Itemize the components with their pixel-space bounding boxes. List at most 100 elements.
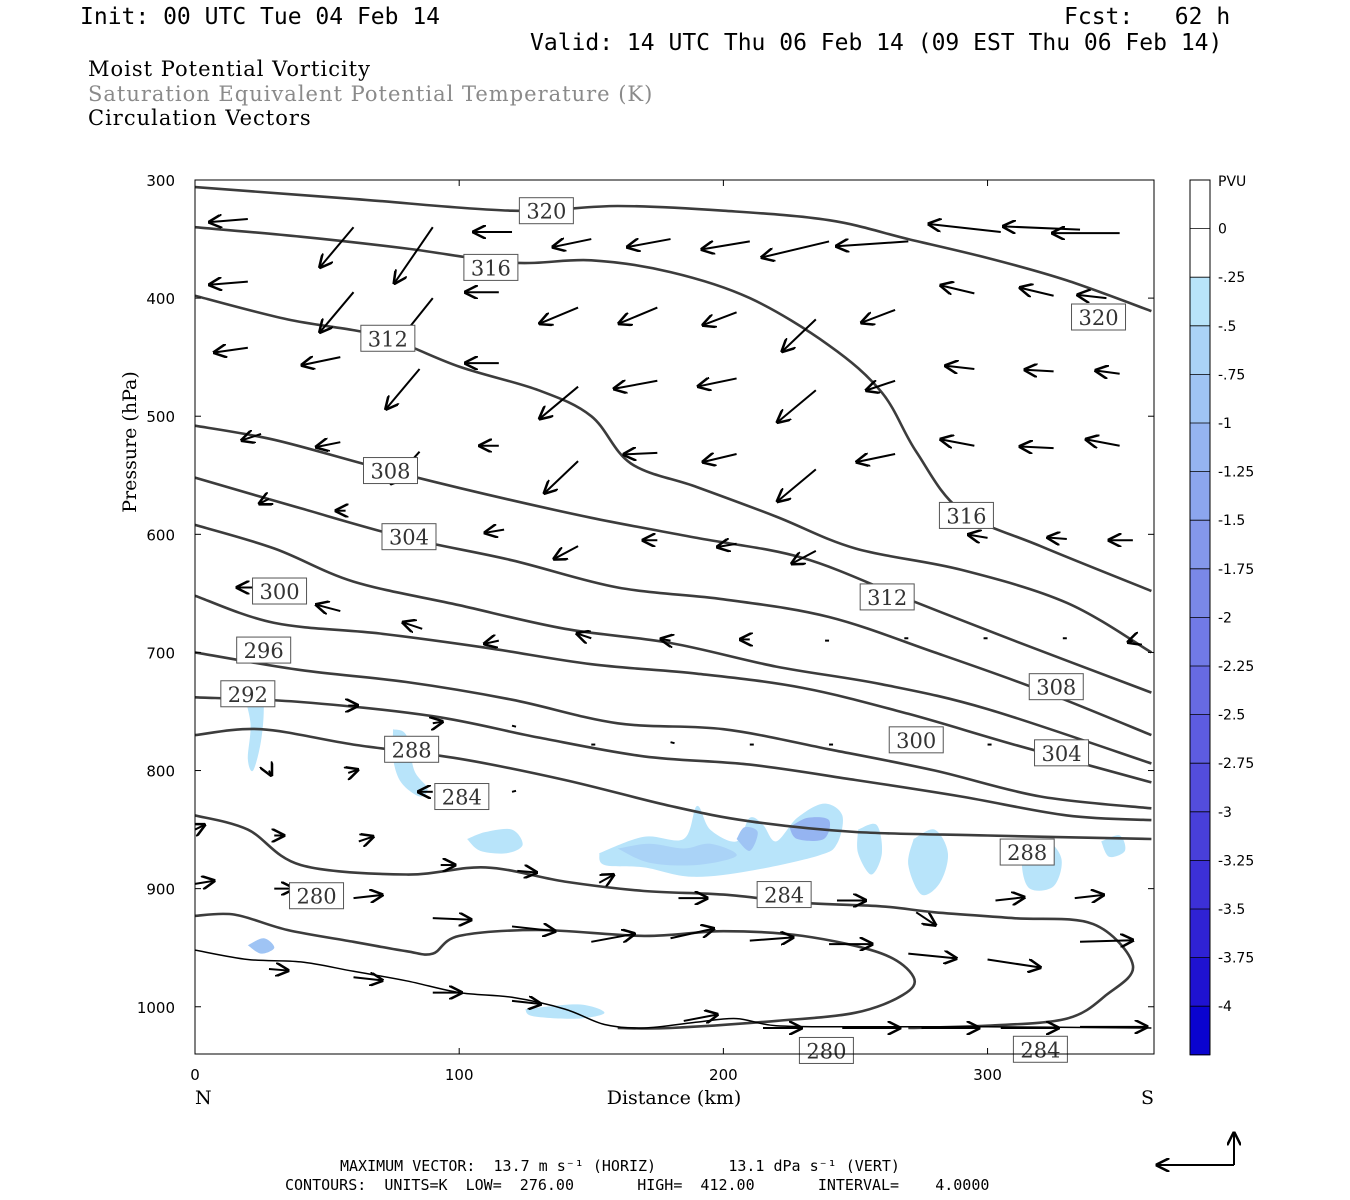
colorbar-segment — [1190, 228, 1210, 278]
contour-label: 312 — [368, 327, 408, 351]
circulation-vector — [1020, 447, 1054, 449]
circulation-vector — [316, 605, 341, 611]
contour-label-box — [888, 726, 944, 754]
contour-label-box — [381, 523, 437, 551]
circulation-vector — [540, 306, 579, 324]
colorbar-segment — [1190, 568, 1210, 618]
max-vector-note: MAXIMUM VECTOR: 13.7 m s⁻¹ (HORIZ) 13.1 … — [340, 1157, 900, 1175]
theta-contour-300 — [195, 523, 1152, 765]
circulation-vector — [259, 499, 269, 504]
colorbar-segment — [1190, 423, 1210, 473]
y-tick-label: 900 — [146, 881, 175, 899]
contour-label: 292 — [228, 683, 268, 707]
circulation-vector — [302, 357, 341, 365]
contour-label: 316 — [471, 256, 511, 280]
contour-label: 308 — [1036, 676, 1076, 700]
colorbar-segment — [1190, 325, 1210, 375]
colorbar-label: -1.5 — [1218, 513, 1245, 529]
colorbar-segment — [1190, 909, 1210, 959]
colorbar-segment — [1190, 763, 1210, 813]
contour-label-box — [434, 783, 490, 811]
contour-label: 280 — [806, 1039, 846, 1063]
contour-label-box — [252, 577, 308, 605]
colorbar-segment — [1190, 180, 1210, 230]
circulation-vector — [777, 468, 817, 501]
colorbar-label: -2.25 — [1218, 659, 1254, 675]
circulation-vector — [915, 911, 935, 925]
circulation-vector — [792, 549, 817, 564]
circulation-vector — [316, 442, 341, 447]
colorbar-segment — [1190, 520, 1210, 570]
contour-label-box — [1071, 303, 1127, 331]
colorbar-segment — [1190, 374, 1210, 424]
circulation-vector — [861, 308, 896, 323]
circulation-vector — [269, 771, 271, 776]
theta-contour-296 — [195, 594, 1152, 784]
y-tick-label: 700 — [146, 644, 175, 662]
y-tick-label: 800 — [146, 763, 175, 781]
colorbar-label: -1.25 — [1218, 465, 1254, 481]
colorbar-label: -2.5 — [1218, 708, 1245, 724]
circulation-vector — [577, 633, 592, 638]
contour-label-box — [1028, 673, 1084, 701]
colorbar-label: -1 — [1218, 416, 1232, 432]
contour-label: 304 — [389, 526, 429, 550]
pv-region — [617, 843, 737, 866]
circulation-vector — [995, 897, 1024, 900]
circulation-vector — [540, 385, 579, 419]
circulation-vector — [777, 389, 817, 422]
contour-label: 308 — [370, 460, 410, 484]
circulation-vector — [619, 306, 658, 324]
contour-label-box — [1012, 1035, 1068, 1063]
circulation-vector — [353, 977, 383, 980]
theta-contour-280 — [195, 814, 1135, 1030]
colorbar-segment — [1190, 617, 1210, 667]
pv-region — [857, 823, 883, 875]
pv-region — [467, 828, 523, 854]
theta-contour-308 — [195, 424, 1152, 694]
theta-contour-312 — [195, 294, 1153, 654]
circulation-vector — [762, 240, 830, 257]
colorbar-segment — [1190, 666, 1210, 716]
contour-label-box — [938, 501, 994, 529]
circulation-vector — [511, 926, 555, 931]
x-end-south: S — [1141, 1087, 1154, 1109]
colorbar-segment — [1190, 714, 1210, 764]
circulation-vector — [836, 241, 909, 246]
circulation-vector — [941, 439, 975, 445]
field-title-theta-es: Saturation Equivalent Potential Temperat… — [88, 82, 654, 106]
circulation-vector — [929, 224, 1001, 233]
circulation-vector — [703, 311, 737, 325]
contour-label-box — [360, 324, 416, 352]
contour-info: CONTOURS: UNITS=K LOW= 276.00 HIGH= 412.… — [285, 1176, 990, 1194]
circulation-vector — [517, 871, 536, 873]
circulation-vector — [209, 219, 248, 222]
contour-label-box — [756, 881, 812, 909]
contour-label-box — [1034, 739, 1090, 767]
contour-label: 304 — [1041, 742, 1081, 766]
circulation-vector — [661, 639, 671, 641]
circulation-vector — [268, 969, 288, 971]
circulation-vector — [195, 825, 205, 830]
circulation-vector — [403, 622, 423, 628]
contour-label-box — [289, 882, 345, 910]
contour-label: 320 — [526, 200, 566, 224]
contour-label: 284 — [1020, 1038, 1060, 1062]
field-title-mpv: Moist Potential Vorticity — [88, 57, 371, 81]
circulation-vector — [670, 741, 675, 745]
circulation-vector — [968, 535, 988, 538]
contour-label-box — [518, 197, 574, 225]
colorbar-label: -4 — [1218, 999, 1232, 1015]
colorbar-label: 0 — [1218, 222, 1227, 238]
y-tick-label: 1000 — [137, 999, 175, 1017]
contour-label: 320 — [1078, 306, 1118, 330]
circulation-vector — [320, 226, 355, 267]
contour-label: 300 — [896, 729, 936, 753]
contour-label: 284 — [764, 884, 804, 908]
axis-layer: 300 400 500 600 700 800 900 1000 0 100 200 300 — [137, 172, 1154, 1084]
circulation-vector — [624, 453, 658, 455]
circulation-vector — [857, 454, 896, 462]
circulation-vector — [511, 724, 517, 728]
colorbar-label: -.25 — [1218, 270, 1245, 286]
contour-label-box — [999, 838, 1055, 866]
